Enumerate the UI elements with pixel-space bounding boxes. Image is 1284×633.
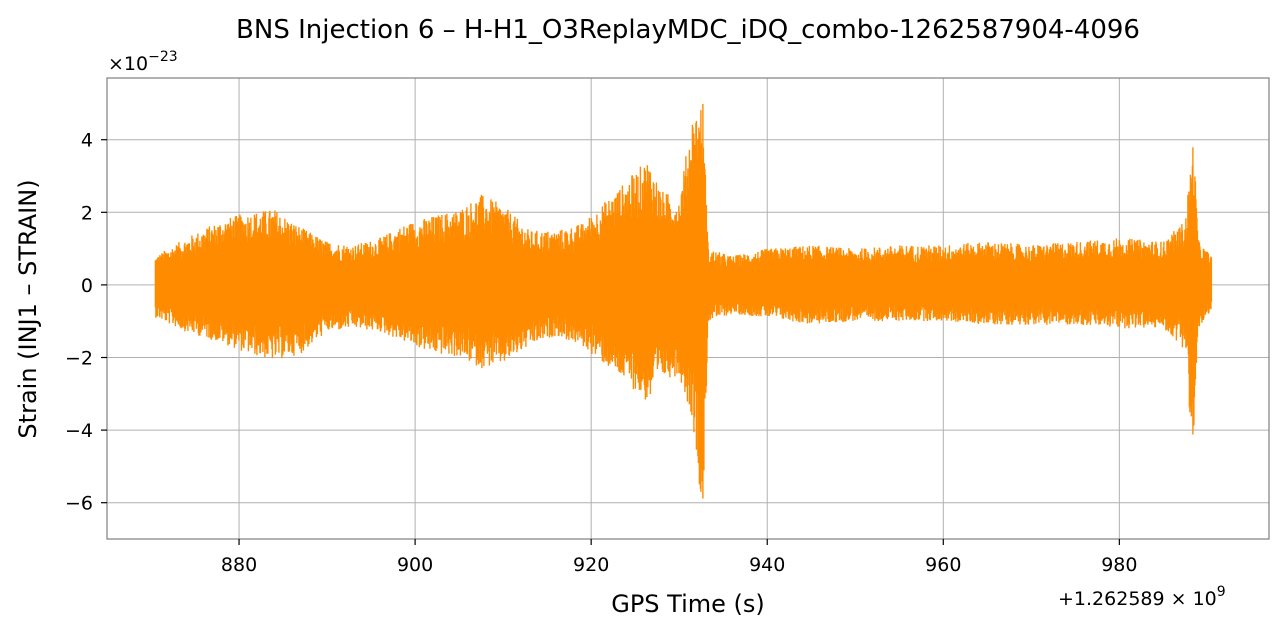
x-tick-label: 980 — [1101, 554, 1137, 576]
y-tick-label: 2 — [81, 202, 93, 224]
axis-ticks: 880 900 920 940 960 980 4 2 0 −2 −4 −6 — [65, 130, 1137, 576]
y-tick-label: 0 — [81, 275, 93, 297]
y-tick-label: 4 — [81, 130, 93, 152]
y-tick-label: −4 — [65, 420, 93, 442]
y-axis-label: Strain (INJ1 – STRAIN) — [14, 179, 42, 438]
y-scale-label: ×10−23 — [108, 49, 178, 75]
y-tick-label: −2 — [65, 348, 93, 370]
plot-area — [154, 104, 1213, 499]
x-axis-label: GPS Time (s) — [611, 590, 765, 618]
x-tick-label: 920 — [573, 554, 609, 576]
x-tick-label: 880 — [221, 554, 257, 576]
x-tick-label: 960 — [925, 554, 961, 576]
y-tick-label: −6 — [65, 493, 93, 515]
x-tick-label: 940 — [749, 554, 785, 576]
x-tick-label: 900 — [397, 554, 433, 576]
x-offset-label: +1.262589 × 109 — [1058, 584, 1226, 610]
plot-frame — [106, 77, 1270, 540]
chart-title: BNS Injection 6 – H-H1_O3ReplayMDC_iDQ_c… — [236, 15, 1140, 45]
strain-series-line — [154, 104, 1213, 499]
